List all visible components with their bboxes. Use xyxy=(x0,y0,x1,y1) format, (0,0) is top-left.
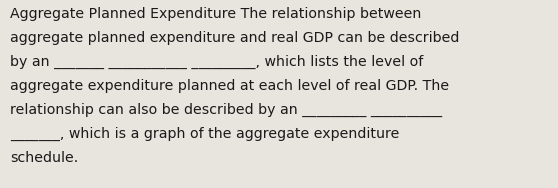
Text: schedule.: schedule. xyxy=(10,151,78,165)
Text: relationship can also be described by an _________ __________: relationship can also be described by an… xyxy=(10,103,442,117)
Text: Aggregate Planned Expenditure The relationship between: Aggregate Planned Expenditure The relati… xyxy=(10,7,421,20)
Text: _______, which is a graph of the aggregate expenditure: _______, which is a graph of the aggrega… xyxy=(10,127,400,141)
Text: aggregate planned expenditure and real GDP can be described: aggregate planned expenditure and real G… xyxy=(10,31,459,45)
Text: by an _______ ___________ _________, which lists the level of: by an _______ ___________ _________, whi… xyxy=(10,55,424,69)
Text: aggregate expenditure planned at each level of real GDP. The: aggregate expenditure planned at each le… xyxy=(10,79,449,93)
